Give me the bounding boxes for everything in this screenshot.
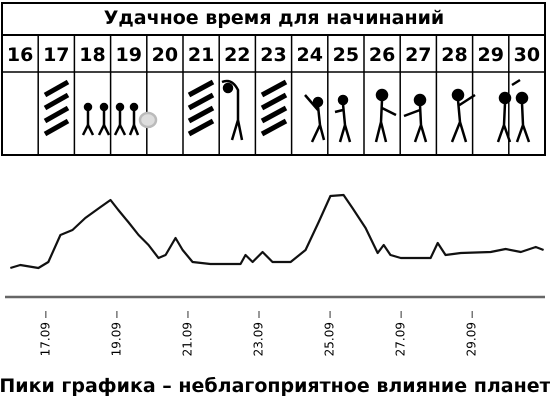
- day-label: 22: [224, 44, 250, 66]
- x-tick-label: 17.09: [38, 322, 52, 356]
- figure-icon: [304, 94, 326, 143]
- figure-icon: [374, 88, 397, 143]
- day-label: 30: [514, 44, 540, 66]
- day-label: 28: [441, 44, 467, 66]
- figure-icon: [113, 102, 127, 136]
- day-label: 18: [79, 44, 105, 66]
- figures: [81, 78, 531, 143]
- table-title: Удачное время для начинаний: [104, 7, 444, 29]
- stripes-icon: [260, 79, 288, 137]
- stripes-icon: [43, 79, 70, 137]
- x-tick-label: 29.09: [465, 322, 479, 356]
- icons: [43, 79, 288, 137]
- day-label: 27: [405, 44, 431, 66]
- day-label: 20: [152, 44, 178, 66]
- figure-icon: [450, 88, 476, 143]
- x-tick-label: 23.09: [252, 322, 266, 356]
- x-tick-label: 27.09: [394, 322, 408, 356]
- day-label: 23: [260, 44, 286, 66]
- figure-icon: [334, 94, 352, 143]
- figure-icon: [128, 102, 140, 136]
- table-frame: [1, 2, 546, 156]
- x-tick-label: 19.09: [109, 322, 123, 356]
- x-tick-label: 25.09: [323, 322, 337, 356]
- figure-icon: [81, 102, 95, 136]
- day-label: 24: [296, 44, 322, 66]
- figure-icon: [221, 79, 244, 141]
- figure-icon: [403, 93, 428, 143]
- stripes-icon: [187, 79, 215, 137]
- day-label: 19: [115, 44, 141, 66]
- days: 16 17 18 19 20 21 22 23 24 25 26 27 28 29 30: [7, 35, 540, 155]
- day-label: 21: [188, 44, 214, 66]
- day-label: 29: [477, 44, 503, 66]
- day-label: 17: [43, 44, 69, 66]
- day-label: 26: [369, 44, 395, 66]
- day-label: 25: [333, 44, 359, 66]
- figure-icon: [97, 102, 111, 136]
- data-line: [10, 193, 544, 270]
- caption: Пики графика – неблагоприятное влияние п…: [0, 375, 550, 397]
- cup-icon: [138, 111, 158, 129]
- x-tick-label: 21.09: [180, 322, 194, 356]
- figure-icon: [511, 78, 531, 143]
- figure-icon: [496, 91, 512, 143]
- day-label: 16: [7, 44, 33, 66]
